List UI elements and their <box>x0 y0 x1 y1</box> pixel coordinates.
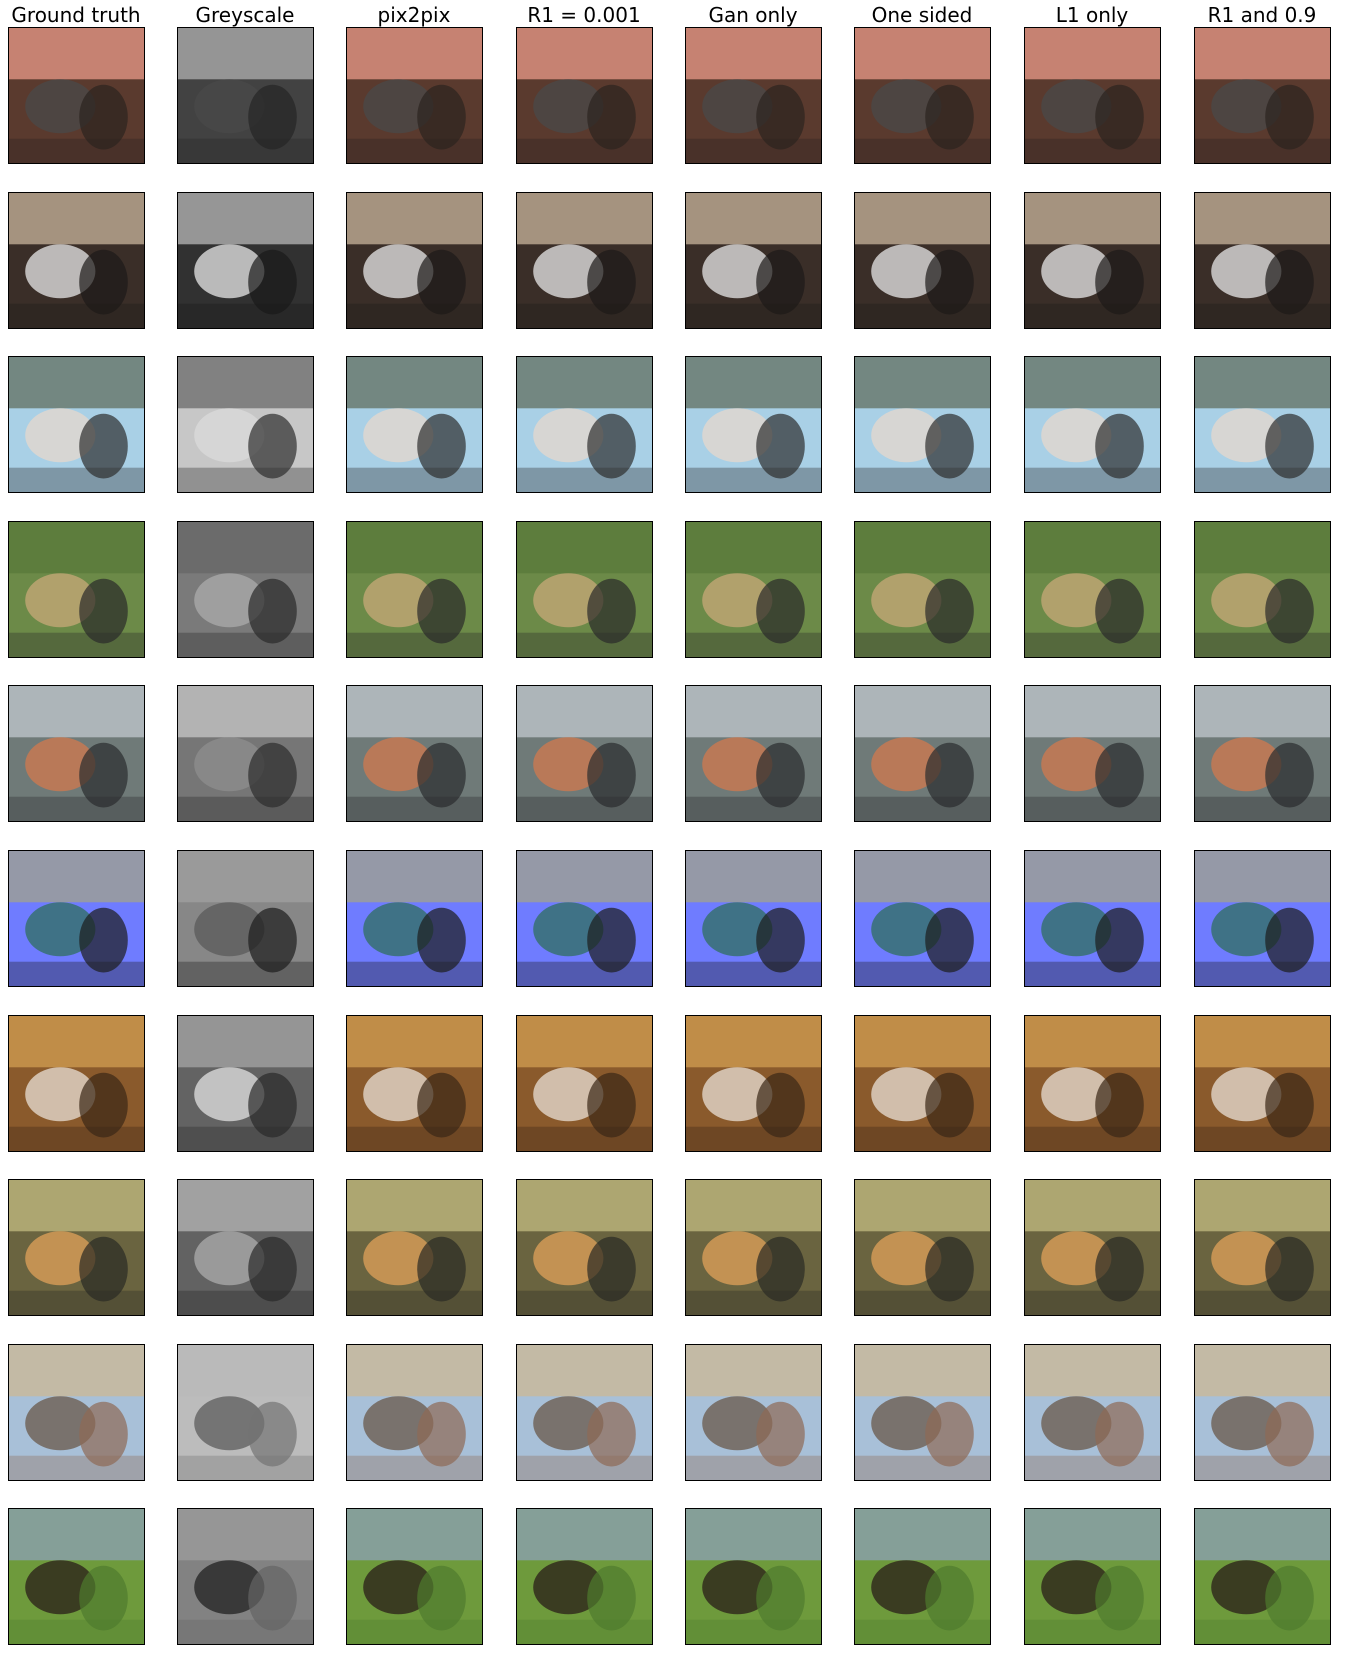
image-tile <box>853 1344 991 1481</box>
image-tile <box>515 521 653 658</box>
col-title-r1-and-0-9: R1 and 0.9 <box>1207 3 1317 27</box>
col-title-one-sided: One sided <box>871 3 973 27</box>
col-title-r1-0-001: R1 = 0.001 <box>527 3 641 27</box>
image-tile <box>1193 27 1331 164</box>
image-tile <box>515 1508 653 1645</box>
image-tile <box>345 685 483 822</box>
image-tile <box>7 1344 145 1481</box>
image-tile <box>515 356 653 493</box>
image-tile <box>515 685 653 822</box>
image-tile <box>345 1508 483 1645</box>
image-tile <box>515 1015 653 1152</box>
image-tile <box>345 850 483 987</box>
image-tile <box>176 1344 314 1481</box>
image-tile <box>515 1344 653 1481</box>
image-tile <box>684 521 822 658</box>
image-tile <box>853 192 991 329</box>
image-tile <box>345 1015 483 1152</box>
image-tile <box>684 1015 822 1152</box>
image-tile <box>1193 1179 1331 1316</box>
image-tile <box>1193 356 1331 493</box>
image-tile <box>853 356 991 493</box>
image-tile <box>684 685 822 822</box>
image-tile <box>853 1508 991 1645</box>
image-tile <box>176 521 314 658</box>
image-tile <box>853 1179 991 1316</box>
image-tile <box>1023 685 1161 822</box>
image-tile <box>176 1508 314 1645</box>
image-tile <box>1193 685 1331 822</box>
image-tile <box>853 685 991 822</box>
image-tile <box>853 521 991 658</box>
image-tile <box>7 521 145 658</box>
image-tile <box>684 1508 822 1645</box>
image-tile <box>1193 521 1331 658</box>
col-title-l1-only: L1 only <box>1055 3 1129 27</box>
image-tile <box>7 1508 145 1645</box>
image-tile <box>1023 521 1161 658</box>
image-tile <box>345 356 483 493</box>
image-tile <box>684 1344 822 1481</box>
image-tile <box>1193 192 1331 329</box>
image-tile <box>853 850 991 987</box>
image-tile <box>684 850 822 987</box>
image-tile <box>515 850 653 987</box>
image-tile <box>1193 850 1331 987</box>
image-tile <box>515 1179 653 1316</box>
image-tile <box>1023 850 1161 987</box>
image-tile <box>176 356 314 493</box>
image-tile <box>7 356 145 493</box>
image-tile <box>176 850 314 987</box>
col-title-gan-only: Gan only <box>708 3 798 27</box>
image-tile <box>1023 1179 1161 1316</box>
image-tile <box>176 192 314 329</box>
image-tile <box>7 27 145 164</box>
image-tile <box>176 27 314 164</box>
image-tile <box>684 1179 822 1316</box>
image-tile <box>345 1344 483 1481</box>
image-tile <box>853 1015 991 1152</box>
image-tile <box>7 1179 145 1316</box>
column-headers: Ground truth Greyscale pix2pix R1 = 0.00… <box>0 0 1352 28</box>
col-title-greyscale: Greyscale <box>195 3 295 27</box>
image-tile <box>1023 356 1161 493</box>
image-tile <box>1023 192 1161 329</box>
image-tile <box>7 1015 145 1152</box>
image-tile <box>7 685 145 822</box>
image-tile <box>345 192 483 329</box>
image-tile <box>1193 1508 1331 1645</box>
col-title-ground-truth: Ground truth <box>11 3 141 27</box>
image-tile <box>1023 1508 1161 1645</box>
image-tile <box>345 1179 483 1316</box>
image-tile <box>1023 27 1161 164</box>
image-tile <box>176 1179 314 1316</box>
image-tile <box>684 192 822 329</box>
image-tile <box>1193 1344 1331 1481</box>
col-title-pix2pix: pix2pix <box>377 3 451 27</box>
image-tile <box>1023 1015 1161 1152</box>
image-tile <box>345 521 483 658</box>
image-tile <box>1193 1015 1331 1152</box>
image-tile <box>345 27 483 164</box>
image-tile <box>7 192 145 329</box>
image-tile <box>176 1015 314 1152</box>
image-tile <box>1023 1344 1161 1481</box>
image-tile <box>515 27 653 164</box>
image-tile <box>684 356 822 493</box>
image-tile <box>515 192 653 329</box>
image-tile <box>853 27 991 164</box>
image-tile <box>7 850 145 987</box>
image-tile <box>176 685 314 822</box>
image-tile <box>684 27 822 164</box>
